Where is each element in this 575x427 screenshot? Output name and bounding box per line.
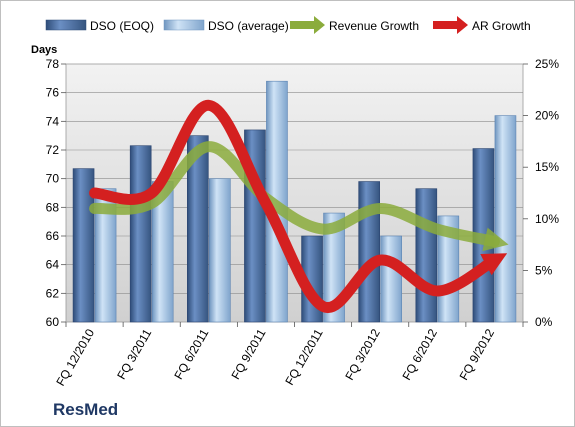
bar-dso-average <box>209 178 231 323</box>
line-revenue-growth <box>89 141 509 252</box>
legend-arrow-ar-growth <box>433 16 468 34</box>
legend-item-revenue-growth: Revenue Growth <box>290 16 419 34</box>
line-ar-growth <box>89 99 508 313</box>
y-axis-left-title: Days <box>31 44 57 56</box>
y-left-tick-label: 70 <box>46 172 60 186</box>
y-left-tick-label: 66 <box>46 229 60 243</box>
y-left-tick-label: 78 <box>46 57 60 71</box>
x-tick-label: FQ 12/2011 <box>282 326 326 387</box>
legend-swatch-dso-average <box>163 19 205 31</box>
legend-swatch-dso-eoq <box>45 19 87 31</box>
y-left-tick-label: 76 <box>46 86 60 100</box>
y-left-tick-label: 72 <box>46 143 60 157</box>
company-name: ResMed <box>53 400 119 419</box>
legend-item-dso-average: DSO (average) <box>163 19 289 33</box>
bar-dso-eoq <box>187 135 209 323</box>
y-right-tick-label: 20% <box>535 109 559 123</box>
x-tick-label: FQ 9/2012 <box>457 326 498 382</box>
x-tick-label: FQ 6/2012 <box>399 326 440 382</box>
legend-item-dso-eoq: DSO (EOQ) <box>45 19 154 33</box>
legend-label-dso-average: DSO (average) <box>208 19 289 33</box>
x-tick-label: FQ 9/2011 <box>229 326 269 382</box>
legend-item-ar-growth: AR Growth <box>433 16 531 34</box>
y-left-tick-label: 62 <box>46 286 60 300</box>
legend: DSO (EOQ) DSO (average) Revenue Growth A… <box>45 16 531 34</box>
bar-dso-eoq <box>72 168 95 323</box>
x-tick-label: FQ 3/2011 <box>114 326 154 382</box>
bar-dso-average <box>94 188 117 323</box>
bar-dso-eoq <box>129 145 152 323</box>
y-left-tick-label: 74 <box>46 114 60 128</box>
y-right-tick-label: 5% <box>535 263 553 277</box>
y-left-tick-label: 68 <box>46 200 60 214</box>
bar-dso-average <box>380 235 402 323</box>
y-left-tick-label: 64 <box>46 258 60 272</box>
y-right-tick-label: 0% <box>535 315 553 329</box>
y-right-tick-label: 10% <box>535 212 559 226</box>
x-tick-label: FQ 3/2012 <box>342 326 383 382</box>
legend-label-revenue-growth: Revenue Growth <box>329 19 419 33</box>
growth-lines <box>89 99 509 313</box>
legend-label-dso-eoq: DSO (EOQ) <box>90 19 154 33</box>
y-left-tick-label: 60 <box>46 315 60 329</box>
bar-dso-average <box>494 115 517 323</box>
x-tick-label: FQ 6/2011 <box>171 326 211 382</box>
bar-dso-eoq <box>358 181 380 323</box>
legend-arrow-revenue-growth <box>290 16 325 34</box>
bar-dso-eoq <box>415 188 438 323</box>
x-tick-label: FQ 12/2010 <box>53 326 97 388</box>
y-right-tick-label: 15% <box>535 160 559 174</box>
legend-label-ar-growth: AR Growth <box>472 19 531 33</box>
y-right-tick-label: 25% <box>535 57 559 71</box>
